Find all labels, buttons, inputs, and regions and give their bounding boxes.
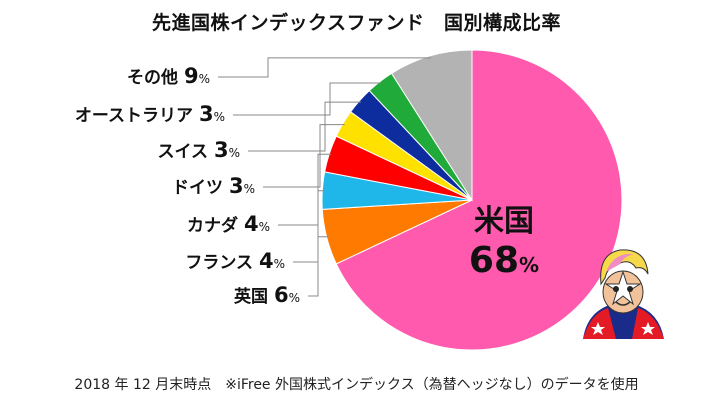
footnote: 2018 年 12 月末時点 ※iFree 外国株式インデックス（為替ヘッジなし… (74, 377, 639, 393)
leader-line (263, 124, 345, 188)
slice-label: その他 9% (127, 64, 210, 88)
slice-label: カナダ 4% (187, 212, 270, 236)
leader-line (293, 190, 325, 263)
slice-label: ドイツ 3% (172, 174, 255, 198)
slice-label: オーストラリア 3% (75, 102, 225, 126)
leader-line (218, 57, 431, 78)
leader-line (248, 101, 361, 152)
slice-label: 英国 6% (234, 283, 300, 307)
slice-label: スイス 3% (158, 138, 240, 162)
chart-title: 先進国株インデックスファンド 国別構成比率 (152, 12, 561, 34)
leader-line (308, 236, 329, 297)
slice-label: フランス 4% (185, 249, 285, 273)
mascot-icon (583, 249, 664, 339)
leader-line (233, 82, 382, 116)
pie-slice (335, 49, 623, 351)
pie-slice (390, 49, 473, 202)
slice-value-label: 68% (469, 240, 539, 281)
leader-line (278, 153, 332, 226)
slice-label: 米国 (474, 204, 534, 239)
